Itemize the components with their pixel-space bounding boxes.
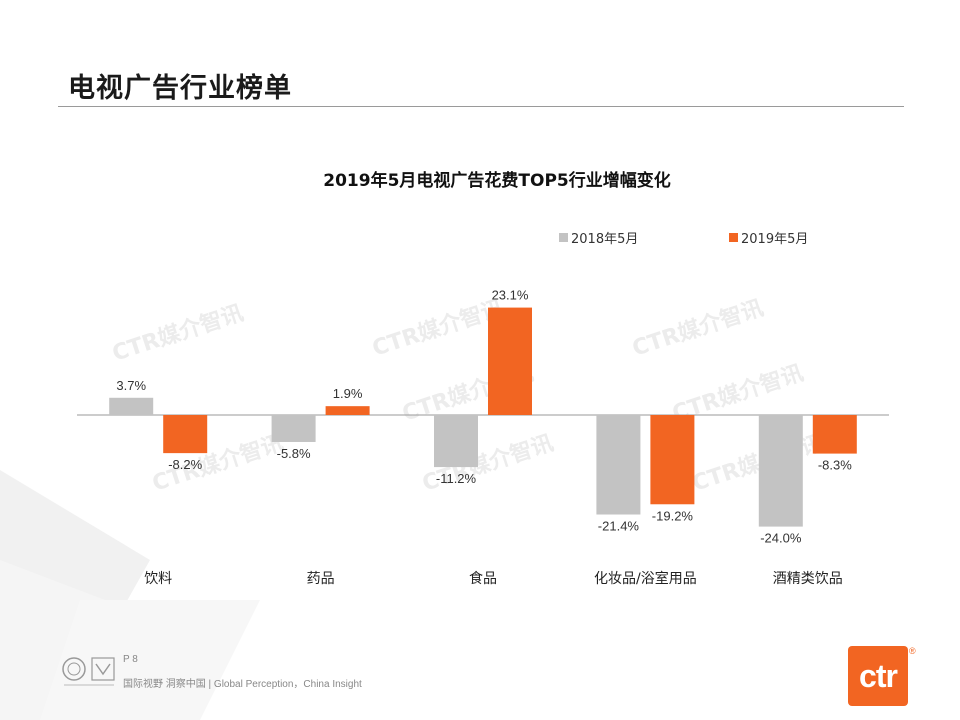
data-label-2018-0: 3.7%: [116, 378, 146, 393]
bar-2018-0: [109, 397, 154, 415]
data-label-2018-4: -24.0%: [760, 531, 802, 546]
bar-2019-0: [163, 415, 208, 454]
watermark-text: CTR媒介智讯: [109, 300, 246, 367]
chart-legend: 2018年5月 2019年5月: [559, 232, 808, 247]
category-label: 酒精类饮品: [773, 571, 843, 587]
bar-2018-2: [434, 415, 478, 468]
category-label: 药品: [307, 571, 335, 587]
title-divider: [58, 106, 904, 107]
ctr-logo: ctr: [848, 646, 908, 706]
data-label-2019-2: 23.1%: [492, 288, 529, 303]
data-label-2018-3: -21.4%: [598, 519, 640, 534]
category-label: 化妆品/浴室用品: [594, 570, 697, 587]
watermark-text: CTR媒介智讯: [369, 295, 506, 362]
watermark-text: CTR媒介智讯: [689, 430, 826, 497]
bar-2019-1: [325, 406, 370, 415]
bar-2018-4: [758, 415, 803, 527]
legend-swatch-2018: [559, 233, 568, 242]
page-title: 电视广告行业榜单: [68, 73, 292, 104]
page-number: P 8: [123, 654, 138, 665]
watermark-text: CTR媒介智讯: [629, 295, 766, 362]
chart-title: 2019年5月电视广告花费TOP5行业增幅变化: [323, 170, 670, 191]
footer-tagline: 国际视野 洞察中国 | Global Perception，China Insi…: [123, 679, 362, 690]
legend-swatch-2019: [729, 233, 738, 242]
legend-label-2019: 2019年5月: [741, 232, 808, 247]
legend-label-2018: 2018年5月: [571, 232, 638, 247]
bar-2019-2: [488, 307, 532, 415]
category-labels-layer: 饮料 药品 食品 化妆品/浴室用品 酒精类饮品: [144, 570, 843, 587]
category-label: 食品: [469, 570, 497, 587]
certification-seals-icon: [62, 657, 115, 686]
bars-layer: [109, 307, 857, 527]
data-label-2018-1: -5.8%: [277, 446, 311, 461]
bar-2018-3: [596, 415, 641, 515]
bar-2019-3: [650, 415, 695, 505]
bar-2019-4: [812, 415, 857, 454]
data-label-2019-4: -8.3%: [818, 458, 852, 473]
category-label: 饮料: [144, 571, 172, 587]
data-label-2019-0: -8.2%: [168, 457, 202, 472]
bar-2018-1: [271, 415, 316, 442]
registered-mark: ®: [909, 646, 916, 656]
data-label-2018-2: -11.2%: [436, 471, 477, 486]
labels-layer: 3.7% -8.2% -5.8% 1.9% -11.2% 23.1% -21.4% -19.2…: [116, 288, 852, 546]
data-label-2019-3: -19.2%: [652, 508, 694, 523]
data-label-2019-1: 1.9%: [333, 386, 363, 401]
